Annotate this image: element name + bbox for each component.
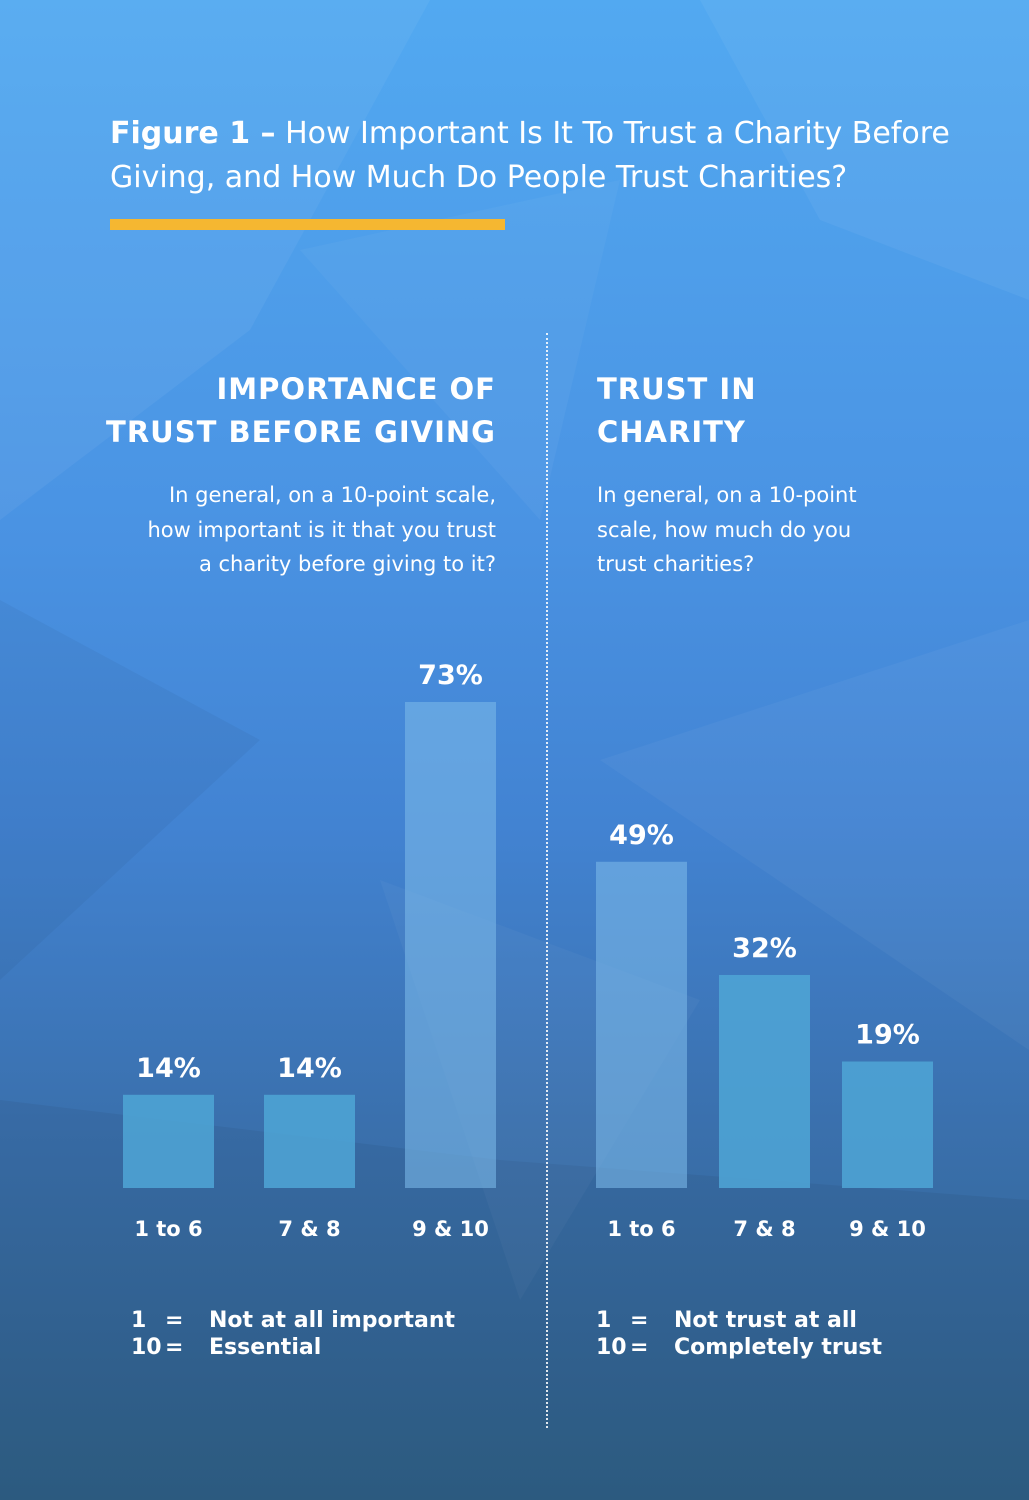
left-heading-line: IMPORTANCE OF <box>216 372 496 406</box>
legend-equals: = <box>630 1308 649 1333</box>
legend-row: 10 = Essential <box>131 1334 455 1361</box>
legend-label: Completely trust <box>674 1335 883 1360</box>
legend-label: Not at all important <box>209 1308 456 1333</box>
category-label: 7 & 8 <box>733 1217 795 1241</box>
right-panel-question: In general, on a 10-point scale, how muc… <box>597 478 927 582</box>
right-question-line: trust charities? <box>597 552 755 576</box>
bar-value-label: 19% <box>855 1020 920 1051</box>
right-scale-legend: 1 = Not trust at all 10 = Completely tru… <box>596 1307 882 1361</box>
legend-key: 1 <box>596 1308 612 1333</box>
right-panel-heading: TRUST IN CHARITY <box>597 368 1017 454</box>
category-label: 9 & 10 <box>849 1217 926 1241</box>
legend-row: 1 = Not trust at all <box>596 1307 882 1334</box>
legend-equals: = <box>630 1335 649 1360</box>
bar-trust-2 <box>719 974 810 1188</box>
left-question-line: a charity before giving to it? <box>198 552 496 576</box>
left-panel-heading: IMPORTANCE OF TRUST BEFORE GIVING <box>76 368 496 454</box>
bar-value-label: 73% <box>418 660 483 691</box>
category-label: 1 to 6 <box>134 1217 202 1241</box>
panel-divider <box>546 333 548 1428</box>
figure-title-text: How Important Is It To Trust a Charity B… <box>110 116 950 195</box>
bar-trust-3 <box>842 1061 933 1188</box>
left-panel-question: In general, on a 10-point scale, how imp… <box>76 478 496 582</box>
legend-label: Essential <box>209 1335 322 1360</box>
legend-equals: = <box>165 1308 184 1333</box>
legend-row: 10 = Completely trust <box>596 1334 882 1361</box>
legend-key: 10 <box>131 1335 162 1360</box>
left-question-line: how important is it that you trust <box>147 517 496 542</box>
category-label: 9 & 10 <box>412 1217 489 1241</box>
right-question-line: scale, how much do you <box>597 517 852 542</box>
bar-importance-1 <box>123 1094 214 1188</box>
left-question-line: In general, on a 10-point scale, <box>168 483 496 507</box>
legend-key: 10 <box>596 1335 627 1360</box>
right-question-line: In general, on a 10-point <box>597 483 857 507</box>
legend-label: Not trust at all <box>674 1308 857 1333</box>
legend-row: 1 = Not at all important <box>131 1307 455 1334</box>
bar-value-label: 49% <box>609 820 674 851</box>
left-scale-legend: 1 = Not at all important 10 = Essential <box>131 1307 455 1361</box>
bar-value-label: 14% <box>136 1053 201 1084</box>
figure-label: Figure 1 – <box>110 116 276 151</box>
bar-value-label: 32% <box>732 933 797 964</box>
bar-importance-2 <box>264 1094 355 1188</box>
figure-title: Figure 1 – How Important Is It To Trust … <box>110 112 1000 200</box>
right-heading-line: TRUST IN <box>597 372 757 406</box>
left-heading-line: TRUST BEFORE GIVING <box>106 415 496 449</box>
legend-equals: = <box>165 1335 184 1360</box>
legend-key: 1 <box>131 1308 147 1333</box>
title-accent-bar <box>110 219 505 230</box>
category-label: 7 & 8 <box>278 1217 340 1241</box>
bar-importance-3 <box>405 702 496 1188</box>
category-label: 1 to 6 <box>607 1217 675 1241</box>
bar-trust-1 <box>596 861 687 1188</box>
right-heading-line: CHARITY <box>597 415 746 449</box>
bar-value-label: 14% <box>277 1053 342 1084</box>
